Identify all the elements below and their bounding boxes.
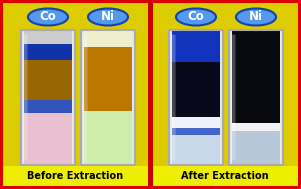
FancyBboxPatch shape bbox=[172, 31, 220, 62]
FancyBboxPatch shape bbox=[3, 166, 148, 186]
FancyBboxPatch shape bbox=[24, 60, 72, 100]
FancyBboxPatch shape bbox=[148, 0, 153, 189]
Text: Co: Co bbox=[188, 11, 204, 23]
FancyBboxPatch shape bbox=[229, 30, 283, 165]
FancyBboxPatch shape bbox=[24, 113, 72, 164]
FancyBboxPatch shape bbox=[172, 128, 220, 135]
FancyBboxPatch shape bbox=[81, 30, 135, 165]
FancyBboxPatch shape bbox=[24, 100, 72, 113]
Ellipse shape bbox=[176, 9, 216, 26]
FancyBboxPatch shape bbox=[172, 62, 220, 117]
FancyBboxPatch shape bbox=[153, 3, 298, 186]
FancyBboxPatch shape bbox=[24, 31, 72, 44]
Ellipse shape bbox=[236, 9, 276, 26]
Text: After Extraction: After Extraction bbox=[181, 171, 269, 181]
FancyBboxPatch shape bbox=[172, 117, 220, 128]
FancyBboxPatch shape bbox=[170, 35, 175, 160]
Text: Before Extraction: Before Extraction bbox=[27, 171, 123, 181]
FancyBboxPatch shape bbox=[232, 31, 280, 123]
FancyBboxPatch shape bbox=[84, 47, 132, 111]
FancyBboxPatch shape bbox=[84, 31, 132, 47]
FancyBboxPatch shape bbox=[3, 3, 148, 186]
FancyBboxPatch shape bbox=[232, 131, 280, 164]
FancyBboxPatch shape bbox=[24, 44, 72, 60]
FancyBboxPatch shape bbox=[169, 30, 223, 165]
Ellipse shape bbox=[28, 9, 68, 26]
Text: Ni: Ni bbox=[101, 11, 115, 23]
FancyBboxPatch shape bbox=[232, 123, 280, 131]
FancyBboxPatch shape bbox=[153, 166, 298, 186]
FancyBboxPatch shape bbox=[172, 135, 220, 164]
FancyBboxPatch shape bbox=[231, 35, 235, 160]
Text: Ni: Ni bbox=[249, 11, 263, 23]
Ellipse shape bbox=[88, 9, 128, 26]
FancyBboxPatch shape bbox=[21, 30, 75, 165]
FancyBboxPatch shape bbox=[84, 111, 132, 164]
FancyBboxPatch shape bbox=[23, 35, 27, 160]
Text: Co: Co bbox=[40, 11, 56, 23]
FancyBboxPatch shape bbox=[82, 35, 88, 160]
